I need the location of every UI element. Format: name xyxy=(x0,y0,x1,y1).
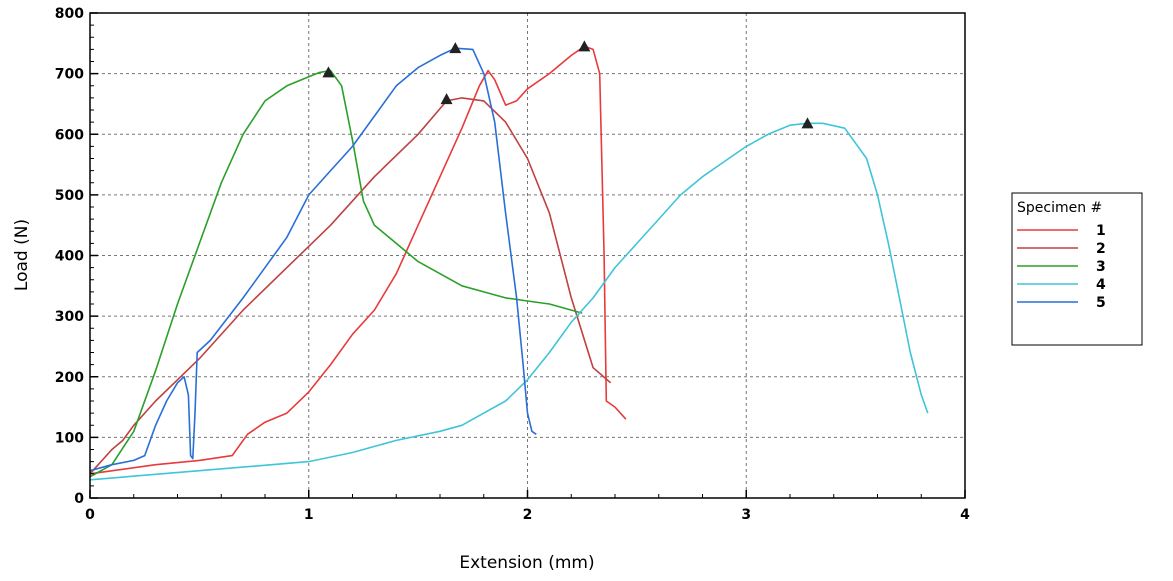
peak-marker-5 xyxy=(449,42,462,54)
legend-label-5: 5 xyxy=(1096,295,1106,311)
legend-items: 1 2 3 4 5 xyxy=(1017,223,1106,311)
legend: Specimen # 1 2 3 4 5 xyxy=(1011,192,1143,346)
x-tick-label: 1 xyxy=(304,507,314,523)
legend-title: Specimen # xyxy=(1017,200,1102,216)
axes: 0 1 2 3 4 0 100 200 300 400 500 600 700 800 xyxy=(55,6,970,523)
y-tick-label: 700 xyxy=(55,67,84,83)
peak-marker-4 xyxy=(801,117,814,129)
y-tick-label: 100 xyxy=(55,430,84,446)
legend-label-2: 2 xyxy=(1096,241,1106,257)
x-tick-label: 0 xyxy=(85,507,95,523)
peak-marker-1 xyxy=(578,40,591,52)
legend-label-1: 1 xyxy=(1096,223,1106,239)
y-tick-label: 600 xyxy=(55,127,84,143)
y-tick-label: 400 xyxy=(55,249,84,265)
x-axis-title: Extension (mm) xyxy=(459,553,594,573)
peak-marker-2 xyxy=(440,93,453,105)
x-tick-label: 3 xyxy=(741,507,751,523)
y-tick-label: 300 xyxy=(55,309,84,325)
y-tick-label: 500 xyxy=(55,188,84,204)
x-tick-label: 4 xyxy=(960,507,970,523)
x-tick-label: 2 xyxy=(523,507,533,523)
y-axis-title: Load (N) xyxy=(12,219,32,291)
y-tick-label: 0 xyxy=(74,491,84,507)
legend-label-3: 3 xyxy=(1096,259,1106,275)
legend-label-4: 4 xyxy=(1096,277,1106,293)
series-line-3 xyxy=(89,69,583,478)
peak-marker-3 xyxy=(322,66,335,78)
legend-box xyxy=(1011,192,1143,346)
peak-markers xyxy=(322,40,814,129)
y-tick-label: 800 xyxy=(55,6,84,22)
series-line-5 xyxy=(89,47,537,472)
y-tick-label: 200 xyxy=(55,370,84,386)
series-line-1 xyxy=(89,45,627,475)
series-line-4 xyxy=(89,122,929,481)
series-line-2 xyxy=(89,97,612,475)
grid xyxy=(90,13,965,498)
series-layer xyxy=(89,45,929,481)
